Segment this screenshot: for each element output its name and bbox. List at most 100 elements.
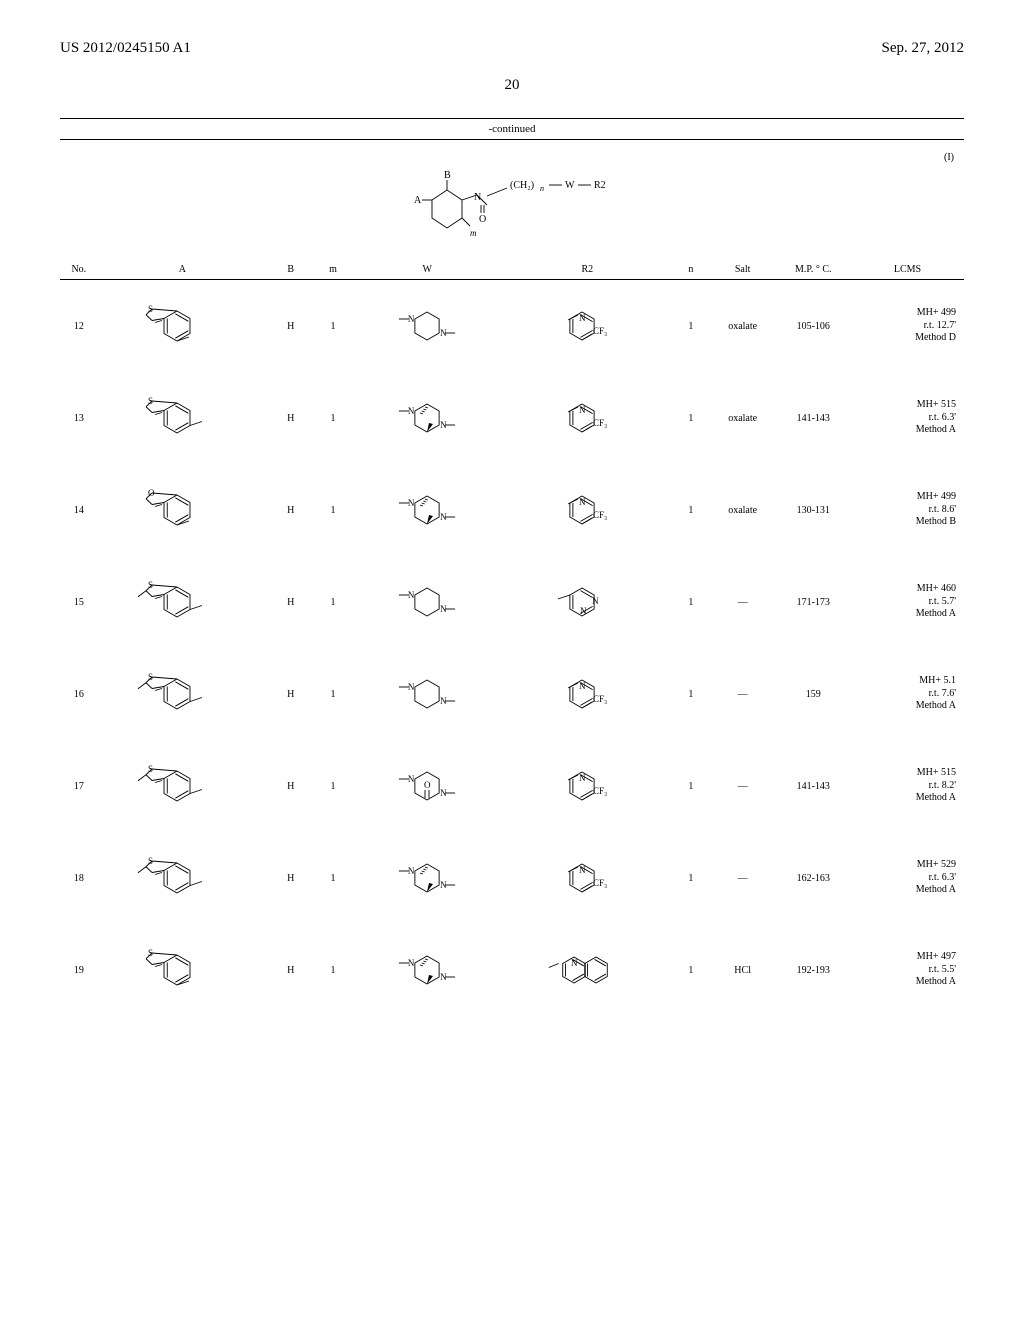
- cell-b: H: [267, 832, 314, 924]
- svg-text:N: N: [408, 406, 415, 416]
- svg-text:N: N: [408, 590, 415, 600]
- cell-salt: —: [710, 740, 776, 832]
- cell-a-structure: S: [98, 924, 268, 1016]
- cell-mp: 130-131: [776, 464, 851, 556]
- cell-a-structure: O: [98, 464, 268, 556]
- cell-n: 1: [672, 924, 710, 1016]
- svg-text:O: O: [424, 780, 431, 790]
- cell-m: 1: [314, 648, 352, 740]
- svg-text:N: N: [579, 865, 586, 875]
- svg-text:CF₃: CF₃: [593, 694, 607, 704]
- col-no: No.: [60, 260, 98, 280]
- cell-b: H: [267, 648, 314, 740]
- svg-text:N: N: [579, 497, 586, 507]
- cell-m: 1: [314, 832, 352, 924]
- cell-m: 1: [314, 372, 352, 464]
- svg-text:O: O: [148, 488, 155, 498]
- cell-r2-structure: N CF₃: [503, 648, 673, 740]
- page-header: US 2012/0245150 A1 Sep. 27, 2012: [60, 40, 964, 57]
- cell-b: H: [267, 280, 314, 373]
- formula-label: (I): [944, 152, 954, 163]
- cell-a-structure: S: [98, 832, 268, 924]
- cell-salt: oxalate: [710, 280, 776, 373]
- cell-r2-structure: N: [503, 924, 673, 1016]
- svg-text:CF₃: CF₃: [593, 786, 607, 796]
- svg-text:S: S: [148, 304, 153, 314]
- cell-w-structure: NN: [352, 924, 503, 1016]
- cell-w-structure: NN: [352, 556, 503, 648]
- table-row: 18SH1NNNCF₃1—162-163MH+ 529r.t. 6.3'Meth…: [60, 832, 964, 924]
- svg-text:m: m: [470, 228, 477, 238]
- cell-no: 17: [60, 740, 98, 832]
- svg-text:N: N: [580, 606, 587, 616]
- svg-text:N: N: [408, 774, 415, 784]
- svg-text:N: N: [571, 958, 578, 968]
- svg-text:N: N: [408, 314, 415, 324]
- cell-no: 16: [60, 648, 98, 740]
- svg-text:n: n: [540, 184, 544, 193]
- col-m: m: [314, 260, 352, 280]
- cell-a-structure: S: [98, 372, 268, 464]
- cell-lcms: MH+ 499r.t. 8.6'Method B: [851, 464, 964, 556]
- svg-text:N: N: [408, 866, 415, 876]
- cell-n: 1: [672, 740, 710, 832]
- svg-text:N: N: [579, 313, 586, 323]
- table-row: 19SH1NNN1HCl192-193MH+ 497r.t. 5.5'Metho…: [60, 924, 964, 1016]
- col-salt: Salt: [710, 260, 776, 280]
- col-lcms: LCMS: [851, 260, 964, 280]
- cell-w-structure: NN: [352, 832, 503, 924]
- col-b: B: [267, 260, 314, 280]
- cell-w-structure: NNO: [352, 740, 503, 832]
- cell-salt: —: [710, 556, 776, 648]
- cell-salt: —: [710, 832, 776, 924]
- svg-text:A: A: [414, 195, 422, 206]
- general-structure-cell: A B N O m (CH₂) n W R2 (I): [60, 140, 964, 261]
- doc-date: Sep. 27, 2012: [882, 40, 965, 57]
- svg-text:N: N: [408, 682, 415, 692]
- col-a: A: [98, 260, 268, 280]
- cell-salt: HCl: [710, 924, 776, 1016]
- svg-text:CF₃: CF₃: [593, 878, 607, 888]
- cell-lcms: MH+ 499r.t. 12.7'Method D: [851, 280, 964, 373]
- cell-lcms: MH+ 5.1r.t. 7.6'Method A: [851, 648, 964, 740]
- cell-w-structure: NN: [352, 280, 503, 373]
- table-row: 12SH1NNNCF₃1oxalate105-106MH+ 499r.t. 12…: [60, 280, 964, 373]
- cell-mp: 141-143: [776, 740, 851, 832]
- table-row: 15SH1NNNN1—171-173MH+ 460r.t. 5.7'Method…: [60, 556, 964, 648]
- svg-text:(CH₂): (CH₂): [510, 180, 534, 191]
- cell-w-structure: NN: [352, 464, 503, 556]
- col-mp: M.P. ° C.: [776, 260, 851, 280]
- cell-mp: 141-143: [776, 372, 851, 464]
- col-n: n: [672, 260, 710, 280]
- svg-text:N: N: [592, 596, 599, 606]
- col-w: W: [352, 260, 503, 280]
- cell-m: 1: [314, 556, 352, 648]
- cell-m: 1: [314, 924, 352, 1016]
- general-structure-svg: A B N O m (CH₂) n W R2: [362, 150, 662, 250]
- table-body: 12SH1NNNCF₃1oxalate105-106MH+ 499r.t. 12…: [60, 280, 964, 1017]
- cell-salt: oxalate: [710, 372, 776, 464]
- cell-mp: 159: [776, 648, 851, 740]
- cell-lcms: MH+ 460r.t. 5.7'Method A: [851, 556, 964, 648]
- cell-b: H: [267, 740, 314, 832]
- cell-a-structure: S: [98, 740, 268, 832]
- cell-r2-structure: NCF₃: [503, 464, 673, 556]
- svg-text:S: S: [148, 764, 153, 774]
- svg-text:N: N: [579, 405, 586, 415]
- cell-b: H: [267, 556, 314, 648]
- doc-id: US 2012/0245150 A1: [60, 40, 191, 57]
- svg-text:N: N: [579, 681, 586, 691]
- svg-text:B: B: [444, 170, 451, 181]
- cell-n: 1: [672, 556, 710, 648]
- svg-text:N: N: [408, 958, 415, 968]
- cell-r2-structure: NCF₃: [503, 372, 673, 464]
- cell-r2-structure: NCF₃: [503, 740, 673, 832]
- cell-n: 1: [672, 464, 710, 556]
- cell-lcms: MH+ 515r.t. 6.3'Method A: [851, 372, 964, 464]
- cell-m: 1: [314, 740, 352, 832]
- cell-b: H: [267, 464, 314, 556]
- cell-no: 12: [60, 280, 98, 373]
- table-row: 17SH1NNONCF₃1—141-143MH+ 515r.t. 8.2'Met…: [60, 740, 964, 832]
- cell-mp: 171-173: [776, 556, 851, 648]
- cell-n: 1: [672, 648, 710, 740]
